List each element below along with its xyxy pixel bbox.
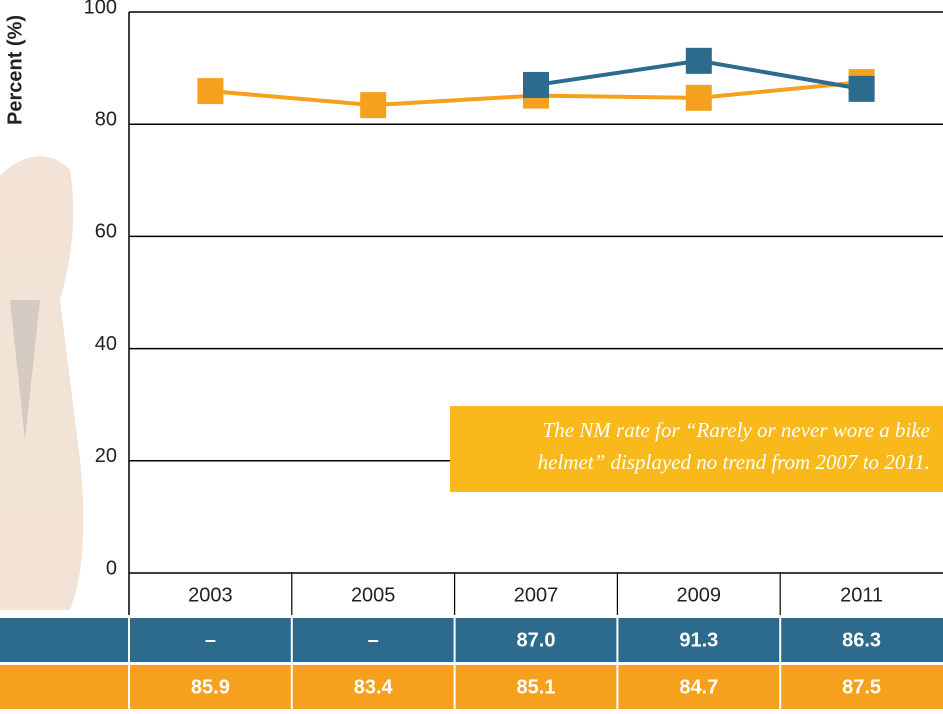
y-axis-label: Percent (%) [4, 15, 26, 125]
table-cell: 87.5 [842, 676, 881, 698]
x-tick-label: 2007 [514, 584, 559, 606]
x-tick-label: 2009 [677, 584, 722, 606]
decorative-figure [0, 156, 83, 610]
marker [523, 72, 549, 98]
marker [849, 76, 875, 102]
table-cell: 87.0 [517, 629, 556, 651]
y-tick-label: 80 [95, 108, 117, 130]
table-row [0, 665, 943, 709]
y-tick-label: 20 [95, 445, 117, 467]
marker [686, 85, 712, 111]
y-tick-label: 40 [95, 333, 117, 355]
marker [686, 48, 712, 74]
chart: Percent (%) 0 20 40 60 80 100 The NM rate for… [0, 0, 943, 714]
table-cell: 83.4 [354, 676, 394, 698]
x-tick-label: 2011 [840, 584, 883, 606]
annotation-text: helmet” displayed no trend from 2007 to … [538, 450, 930, 474]
y-tick-label: 100 [84, 0, 117, 18]
x-tick-label: 2003 [188, 584, 233, 606]
table-cell: 85.1 [517, 676, 556, 698]
table-cell: 84.7 [679, 676, 718, 698]
y-tick-label: 60 [95, 221, 117, 243]
table-row [0, 618, 943, 662]
x-tick-label: 2005 [351, 584, 396, 606]
annotation-text: The NM rate for “Rarely or never wore a … [543, 418, 930, 442]
table-cell: 85.9 [191, 676, 230, 698]
table-cell: – [205, 629, 216, 651]
marker [360, 92, 386, 118]
table-cell: – [368, 629, 379, 651]
y-tick-label: 0 [106, 557, 117, 579]
table-cell: 86.3 [842, 629, 881, 651]
table-cell: 91.3 [679, 629, 718, 651]
marker [197, 78, 223, 104]
